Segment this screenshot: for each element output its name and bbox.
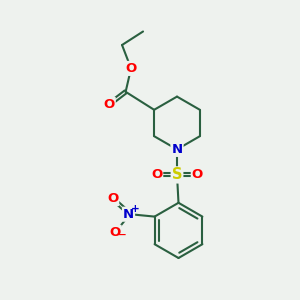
Text: O: O: [110, 226, 121, 239]
Text: +: +: [131, 204, 140, 214]
Text: O: O: [107, 192, 118, 205]
Text: S: S: [172, 167, 182, 182]
Text: N: N: [171, 143, 183, 156]
Text: −: −: [118, 230, 126, 240]
Text: O: O: [151, 168, 162, 182]
Text: N: N: [123, 208, 134, 221]
Text: O: O: [103, 98, 115, 111]
Text: O: O: [125, 62, 137, 75]
Text: O: O: [192, 168, 203, 182]
